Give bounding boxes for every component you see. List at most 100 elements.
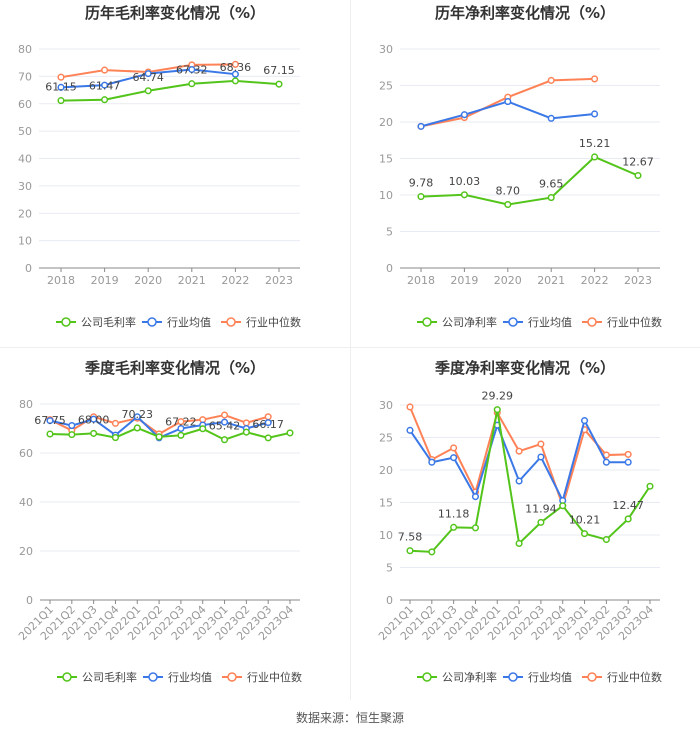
y-tick-label: 20 [19, 545, 33, 558]
data-point [144, 87, 152, 95]
data-point [57, 83, 65, 91]
data-label: 68.00 [78, 413, 110, 426]
data-point [68, 422, 76, 430]
y-tick-label: 70 [18, 70, 32, 83]
data-label: 65.42 [209, 420, 241, 433]
legend-marker [61, 317, 71, 327]
data-label: 67.32 [176, 64, 208, 77]
data-point [111, 419, 120, 427]
x-tick-label: 2022 [221, 274, 249, 287]
data-point [547, 76, 555, 84]
data-point [242, 419, 250, 427]
data-point [504, 98, 512, 106]
legend-marker [508, 672, 518, 682]
data-point [144, 70, 152, 78]
data-label: 67.22 [165, 415, 197, 428]
legend-label: 行业中位数 [607, 315, 662, 329]
data-label: 8.70 [496, 184, 521, 197]
legend-label: 行业中位数 [607, 670, 662, 684]
x-tick-label: 2019 [450, 274, 478, 287]
x-tick-label: 2021 [537, 274, 565, 287]
legend-label: 行业均值 [528, 316, 572, 329]
x-tick-label: 2021 [178, 274, 206, 287]
data-point [101, 96, 109, 104]
legend-label: 公司净利率 [442, 315, 497, 329]
y-tick-label: 50 [18, 125, 32, 138]
y-tick-label: 10 [18, 235, 32, 248]
data-label: 11.18 [438, 507, 470, 520]
y-tick-label: 0 [386, 262, 393, 275]
y-tick-label: 0 [26, 594, 33, 607]
data-point [90, 415, 98, 423]
legend-marker [227, 672, 237, 682]
data-point [417, 122, 425, 130]
data-label: 9.65 [539, 178, 564, 191]
y-tick-label: 0 [386, 594, 393, 607]
chart-title-quarterly-gross: 季度毛利率变化情况（%） [84, 359, 266, 377]
data-label: 66.17 [252, 418, 284, 431]
data-point [46, 417, 54, 425]
x-tick-label: 2023 [265, 274, 293, 287]
legend-marker [587, 672, 597, 682]
data-label: 15.21 [579, 137, 611, 150]
data-point [450, 444, 458, 452]
data-point [275, 80, 283, 88]
data-point [133, 413, 141, 421]
data-point [220, 436, 229, 444]
data-point [428, 548, 436, 556]
y-tick-label: 5 [386, 226, 393, 239]
series-line-0 [60, 79, 280, 102]
data-point [537, 440, 545, 448]
data-point [199, 425, 207, 433]
data-point [580, 417, 589, 425]
data-point [460, 191, 468, 199]
x-tick-label: 2020 [494, 274, 522, 287]
data-point [624, 515, 632, 523]
legend-marker [422, 672, 432, 682]
y-tick-label: 40 [18, 153, 32, 166]
legend-label: 行业均值 [167, 316, 211, 329]
data-point [242, 428, 250, 436]
data-point [177, 424, 185, 433]
y-tick-label: 10 [379, 189, 393, 202]
data-label: 61.15 [45, 81, 77, 94]
legend-label: 公司净利率 [442, 670, 497, 684]
data-point [450, 454, 458, 462]
data-point [220, 418, 229, 426]
divider-horizontal [0, 347, 700, 348]
data-label: 70.23 [122, 408, 154, 421]
y-tick-label: 20 [18, 207, 32, 220]
data-label: 9.78 [409, 177, 434, 190]
data-point [133, 424, 141, 432]
data-label: 61.47 [89, 80, 121, 93]
data-point [101, 81, 109, 89]
y-tick-label: 15 [379, 497, 393, 510]
chart-title-annual-gross: 历年毛利率变化情况（%） [84, 4, 266, 22]
data-label: 12.47 [612, 499, 644, 512]
data-label: 64.74 [132, 71, 164, 84]
legend-label: 行业中位数 [247, 670, 302, 684]
data-label: 7.58 [398, 531, 423, 544]
data-point [547, 194, 555, 202]
data-point [634, 171, 642, 180]
data-point [90, 429, 98, 437]
legend-label: 公司毛利率 [81, 315, 136, 329]
x-tick-label: 2018 [407, 274, 435, 287]
y-tick-label: 25 [379, 80, 393, 93]
data-point [460, 111, 468, 119]
data-point [220, 411, 229, 419]
data-point [101, 66, 109, 74]
data-point [537, 453, 545, 461]
data-point [406, 403, 414, 411]
data-point [46, 430, 54, 438]
legend-marker [62, 672, 72, 682]
y-tick-label: 60 [18, 98, 32, 111]
data-point [57, 73, 65, 81]
data-point [231, 60, 239, 68]
data-source: 数据来源：恒生聚源 [295, 711, 404, 725]
data-label: 10.21 [569, 514, 601, 527]
series-line-1 [409, 417, 629, 504]
y-tick-label: 40 [19, 496, 33, 509]
y-tick-label: 20 [379, 116, 393, 129]
y-tick-label: 25 [379, 432, 393, 445]
